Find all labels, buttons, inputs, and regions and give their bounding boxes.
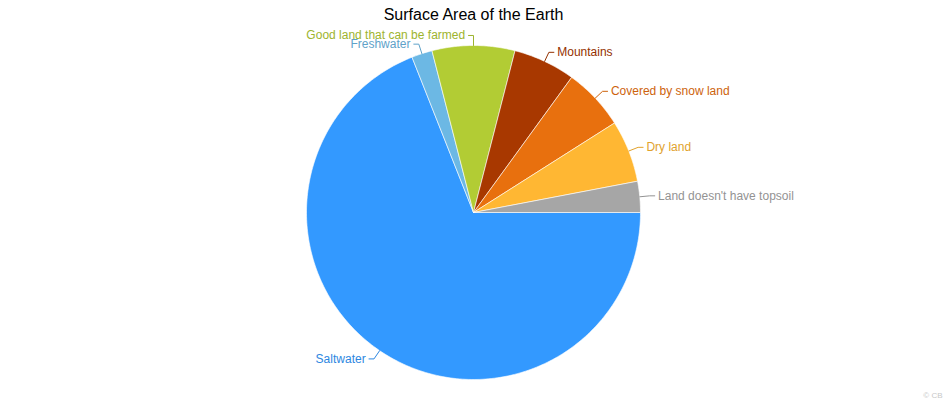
svg-text:Saltwater: Saltwater [316, 352, 366, 366]
svg-text:Land doesn't have topsoil: Land doesn't have topsoil [658, 189, 794, 203]
svg-text:Good land that can be farmed: Good land that can be farmed [306, 28, 465, 42]
svg-text:Surface Area of the Earth: Surface Area of the Earth [384, 6, 564, 23]
svg-text:Mountains: Mountains [557, 45, 612, 59]
svg-text:Covered by snow land: Covered by snow land [611, 84, 730, 98]
svg-text:© CB: © CB [923, 391, 942, 400]
svg-text:Dry land: Dry land [646, 140, 691, 154]
svg-text:Freshwater: Freshwater [350, 37, 411, 51]
